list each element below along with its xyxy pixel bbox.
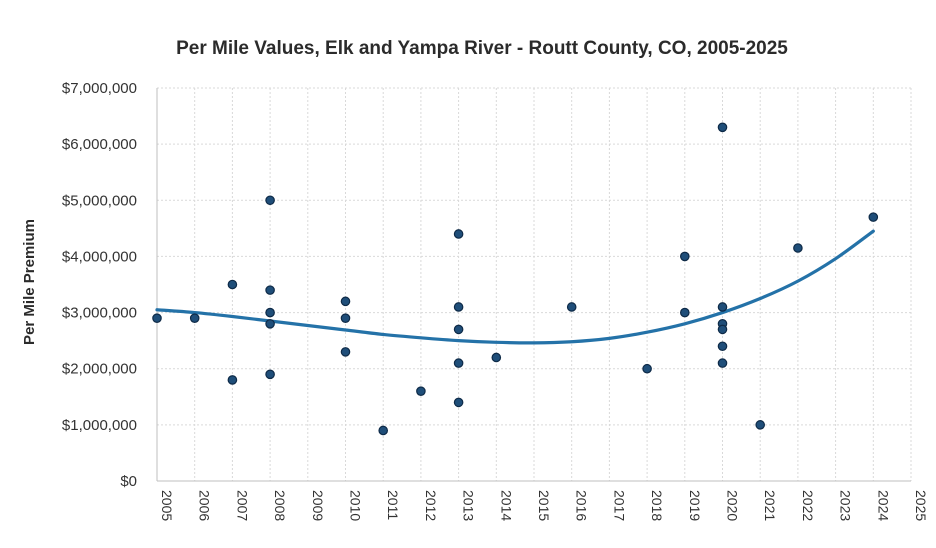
- data-point: [453, 324, 464, 335]
- x-tick-label: 2022: [800, 490, 816, 521]
- data-point: [227, 375, 238, 385]
- data-point: [755, 420, 765, 430]
- x-tick-label: 2015: [536, 490, 552, 521]
- x-tick-label: 2014: [498, 490, 514, 521]
- data-point: [265, 285, 275, 295]
- x-tick-label: 2018: [649, 490, 665, 521]
- data-point: [868, 212, 879, 222]
- data-point: [566, 302, 577, 312]
- x-tick-label: 2012: [423, 490, 439, 521]
- data-point: [453, 358, 464, 368]
- data-point: [265, 318, 275, 329]
- axes: [156, 88, 911, 482]
- x-tick-label: 2010: [348, 490, 364, 521]
- data-point: [265, 369, 275, 380]
- x-tick-label: 2013: [461, 490, 477, 521]
- data-point: [152, 313, 162, 323]
- y-tick-label: $3,000,000: [62, 305, 137, 322]
- data-point: [265, 195, 275, 206]
- x-tick-label: 2019: [687, 490, 703, 521]
- x-tick-label: 2009: [310, 490, 326, 521]
- x-tick-label: 2017: [611, 490, 627, 521]
- y-tick-label: $5,000,000: [62, 192, 137, 209]
- data-point: [679, 307, 690, 318]
- y-tick-label: $7,000,000: [62, 80, 137, 97]
- data-point: [453, 397, 464, 408]
- data-point: [378, 425, 388, 436]
- y-tick-label: $6,000,000: [62, 136, 137, 153]
- data-point: [491, 352, 502, 363]
- y-axis-ticks: $0 $1,000,000 $2,000,000 $3,000,000 $4,000,0…: [62, 80, 137, 490]
- data-point: [453, 229, 464, 239]
- data-point: [717, 122, 728, 133]
- data-point: [416, 386, 426, 396]
- data-point: [189, 313, 200, 323]
- data-point: [340, 296, 351, 307]
- x-tick-label: 2023: [838, 490, 854, 521]
- x-tick-label: 2007: [234, 490, 250, 521]
- data-point: [793, 243, 803, 253]
- trendline: [155, 229, 875, 345]
- data-point: [717, 358, 728, 368]
- x-tick-label: 2024: [875, 490, 891, 521]
- x-tick-label: 2006: [197, 490, 213, 521]
- data-point: [717, 302, 728, 312]
- data-point: [265, 307, 275, 318]
- x-tick-label: 2016: [574, 490, 590, 521]
- data-point: [340, 347, 351, 357]
- x-tick-label: 2008: [272, 490, 288, 521]
- x-tick-label: 2020: [725, 490, 741, 521]
- data-point: [679, 251, 690, 262]
- y-axis-label: Per Mile Premium: [21, 219, 38, 345]
- y-tick-label: $2,000,000: [62, 361, 137, 378]
- data-point: [340, 313, 351, 323]
- x-axis-ticks: 2005 2006 2007 2008 2009 2010 2011 2012 2013 2014…: [159, 490, 929, 521]
- trendline-group: [155, 229, 875, 345]
- x-tick-label: 2005: [159, 490, 175, 521]
- data-point: [717, 324, 728, 335]
- data-points: [152, 122, 879, 436]
- data-point: [642, 363, 652, 374]
- x-tick-label: 2025: [913, 490, 929, 521]
- y-tick-label: $0: [120, 473, 137, 490]
- data-point: [227, 279, 238, 290]
- y-tick-label: $1,000,000: [62, 417, 137, 434]
- chart-title: Per Mile Values, Elk and Yampa River - R…: [176, 38, 788, 59]
- data-point: [717, 341, 728, 352]
- x-tick-label: 2021: [762, 490, 778, 521]
- data-point: [453, 302, 464, 312]
- x-tick-label: 2011: [385, 490, 401, 520]
- gridlines: [157, 87, 912, 481]
- y-tick-label: $4,000,000: [62, 248, 137, 265]
